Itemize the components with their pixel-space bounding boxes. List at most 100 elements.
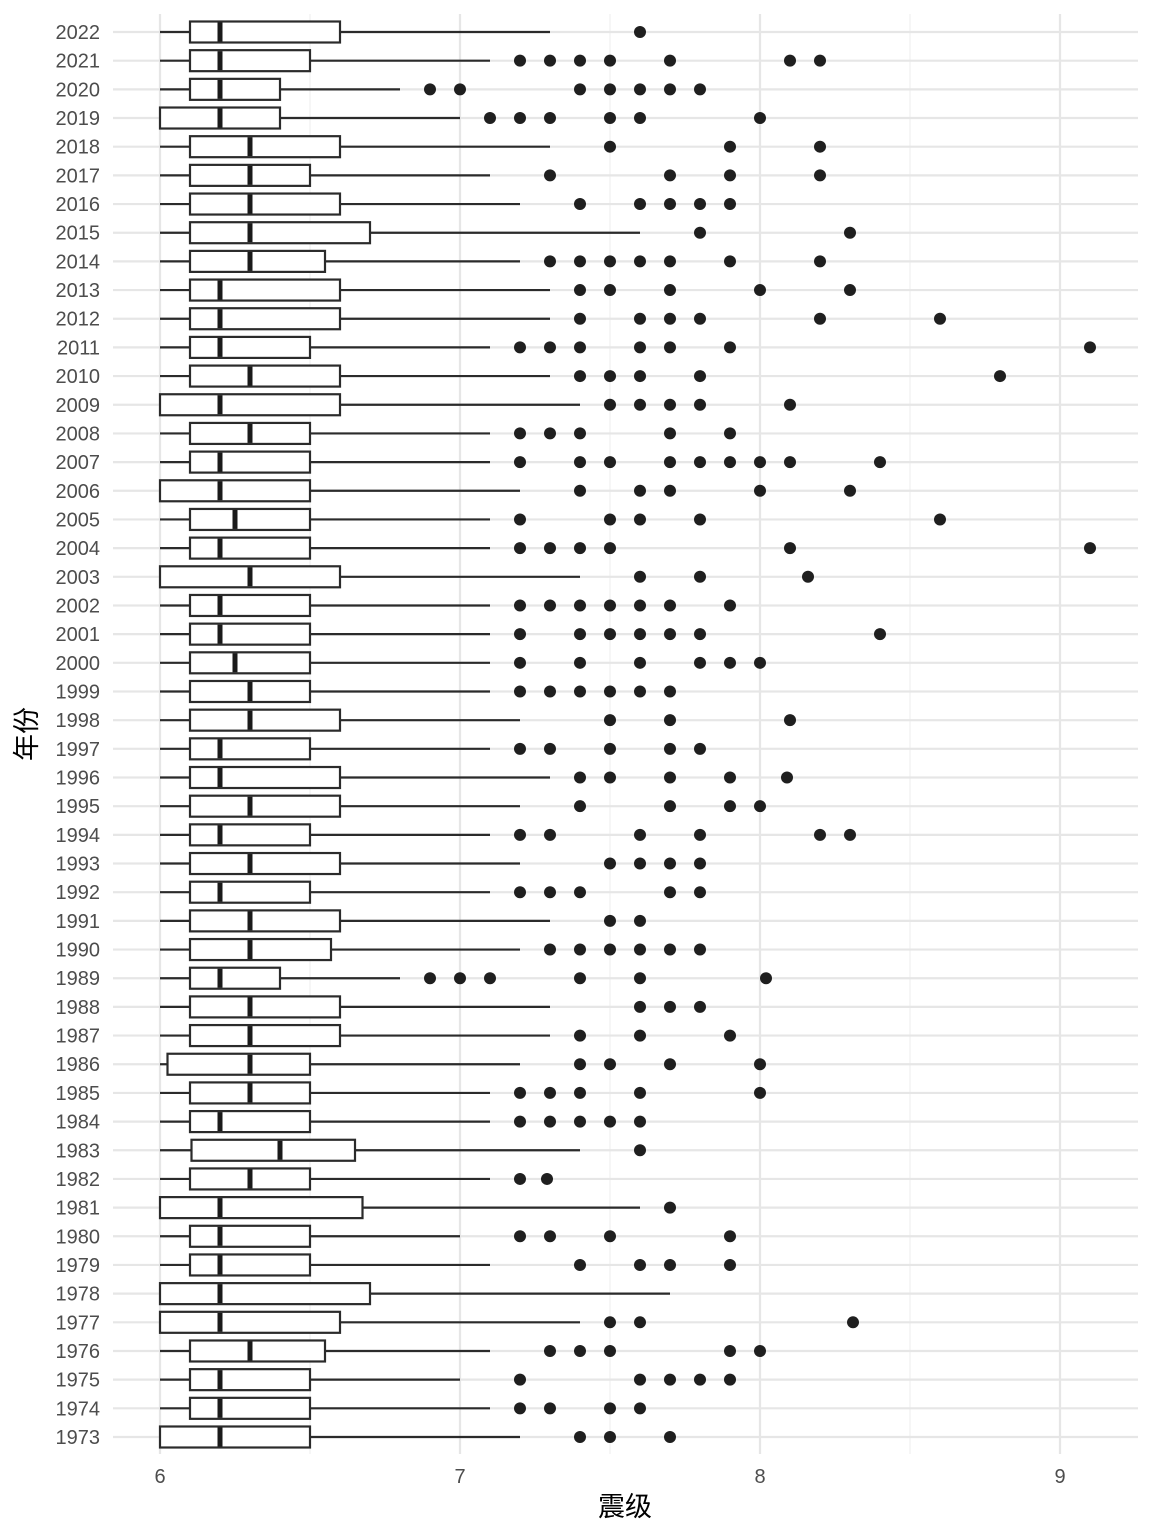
iqr-box [188, 221, 372, 245]
outlier-point [574, 599, 586, 612]
box-group-2022 [160, 20, 646, 44]
outlier-point [604, 742, 616, 755]
y-tick-label: 1998 [56, 710, 101, 732]
box-group-1993 [160, 851, 706, 876]
y-tick-label: 2012 [56, 309, 101, 331]
outlier-point [574, 370, 586, 383]
iqr-box [188, 307, 342, 331]
outlier-point [604, 1230, 616, 1243]
outlier-point [424, 972, 436, 985]
outlier-point [694, 513, 706, 526]
outlier-point [574, 456, 586, 469]
box-group-2019 [158, 106, 766, 130]
iqr-box [188, 937, 333, 962]
outlier-point [694, 656, 706, 669]
box-group-1984 [160, 1109, 646, 1134]
outlier-point [544, 599, 556, 612]
outlier-point [634, 1316, 646, 1329]
outlier-point [514, 427, 526, 440]
outlier-point [484, 972, 496, 985]
outlier-point [664, 685, 676, 698]
outlier-point [694, 398, 706, 411]
box-group-2012 [160, 307, 946, 331]
y-tick-label: 2006 [56, 481, 101, 503]
outlier-point [604, 599, 616, 612]
outlier-point [694, 226, 706, 239]
outlier-point [664, 1201, 676, 1214]
iqr-box [188, 851, 342, 876]
outlier-point [574, 628, 586, 641]
box-group-2015 [160, 221, 856, 245]
y-tick-label: 2008 [56, 423, 101, 445]
iqr-box [188, 335, 312, 360]
iqr-box [188, 1396, 312, 1420]
outlier-point [634, 341, 646, 354]
box-group-2016 [160, 192, 736, 216]
outlier-point [634, 570, 646, 583]
box-group-1986 [160, 1052, 766, 1076]
outlier-point [694, 456, 706, 469]
box-group-1987 [160, 1023, 736, 1048]
outlier-point [844, 226, 856, 239]
iqr-box [188, 135, 342, 159]
outlier-point [514, 1086, 526, 1099]
outlier-point [604, 1344, 616, 1357]
y-tick-label: 1996 [56, 768, 101, 790]
outlier-point [724, 198, 736, 211]
outlier-point [604, 1115, 616, 1128]
outlier-point [514, 341, 526, 354]
outlier-point [514, 542, 526, 555]
iqr-box [188, 765, 342, 790]
box-group-1982 [160, 1167, 553, 1191]
outlier-point [664, 599, 676, 612]
x-axis-title: 震级 [598, 1492, 652, 1523]
y-axis-title: 年份 [12, 707, 43, 761]
iqr-box [158, 1282, 372, 1306]
outlier-point [604, 54, 616, 67]
outlier-point [574, 1258, 586, 1271]
outlier-point [694, 570, 706, 583]
iqr-box [158, 1310, 342, 1334]
y-tick-label: 2017 [56, 165, 101, 187]
outlier-point [634, 972, 646, 985]
outlier-point [604, 857, 616, 870]
outlier-point [514, 456, 526, 469]
outlier-point [514, 828, 526, 841]
outlier-point [664, 169, 676, 182]
y-tick-label: 2010 [56, 366, 101, 388]
outlier-point [574, 685, 586, 698]
y-tick-labels: 2022 2021 2020 2019 2018 2017 2016 2015 2014 2013… [56, 22, 101, 1449]
outlier-point [604, 628, 616, 641]
y-tick-label: 2005 [56, 509, 101, 531]
outlier-point [634, 83, 646, 96]
y-tick-label: 1973 [56, 1427, 101, 1449]
outlier-point [724, 169, 736, 182]
outlier-point [604, 1316, 616, 1329]
outlier-point [514, 742, 526, 755]
outlier-point [454, 972, 466, 985]
outlier-point [634, 112, 646, 125]
outlier-point [604, 112, 616, 125]
y-tick-label: 2014 [56, 251, 101, 273]
y-tick-label: 1979 [56, 1255, 101, 1277]
y-tick-label: 1991 [56, 911, 101, 933]
iqr-box [188, 1368, 312, 1392]
y-tick-label: 1993 [56, 854, 101, 876]
outlier-point [760, 972, 772, 985]
box-group-2006 [158, 479, 856, 503]
outlier-point [664, 771, 676, 784]
outlier-point [544, 742, 556, 755]
outlier-point [514, 1115, 526, 1128]
outlier-point [814, 140, 826, 153]
outlier-point [604, 284, 616, 297]
outlier-point [874, 456, 886, 469]
outlier-point [574, 1058, 586, 1071]
outlier-point [934, 513, 946, 526]
y-tick-label: 1983 [56, 1140, 101, 1162]
outlier-point [634, 1086, 646, 1099]
outlier-point [574, 427, 586, 440]
outlier-point [604, 1402, 616, 1415]
y-tick-label: 2020 [56, 79, 101, 101]
outlier-point [694, 1373, 706, 1386]
outlier-point [724, 599, 736, 612]
